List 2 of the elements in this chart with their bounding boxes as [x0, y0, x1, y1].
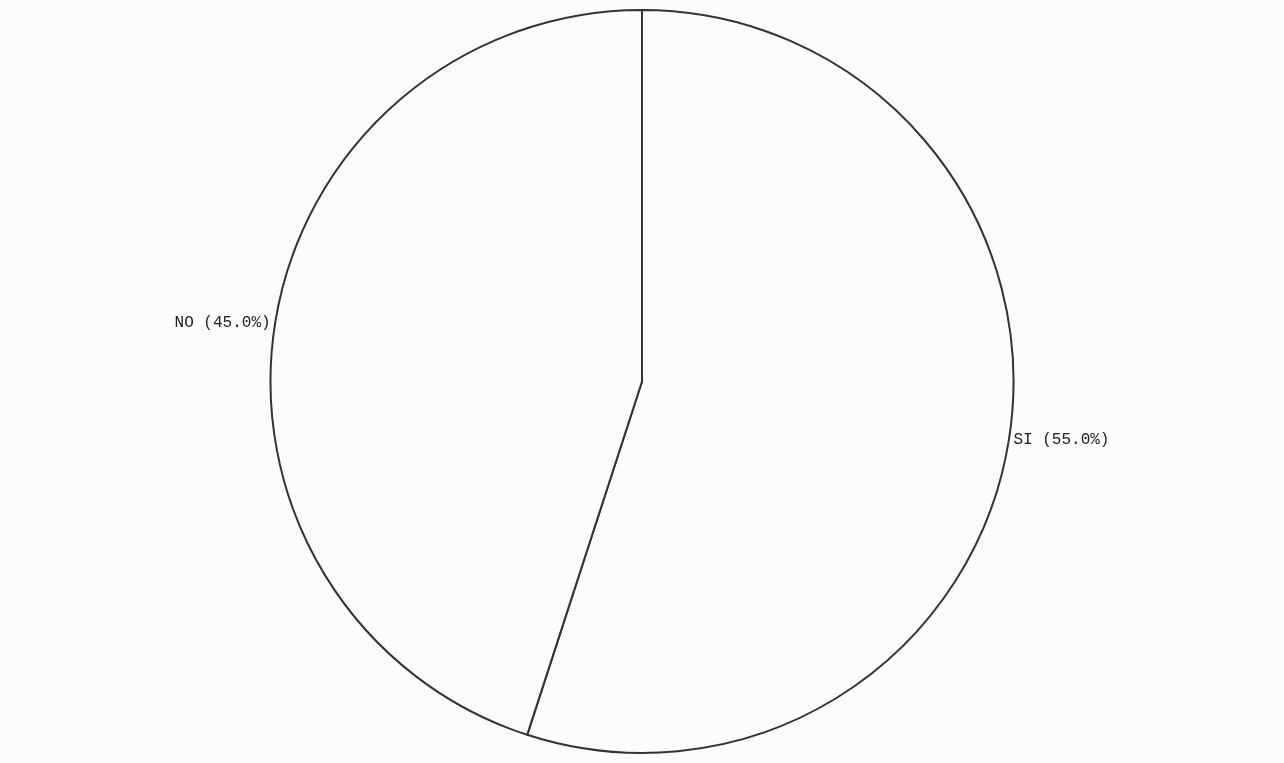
slice-label: NO (45.0%): [174, 314, 271, 333]
slice-label: SI (55.0%): [1013, 430, 1110, 449]
